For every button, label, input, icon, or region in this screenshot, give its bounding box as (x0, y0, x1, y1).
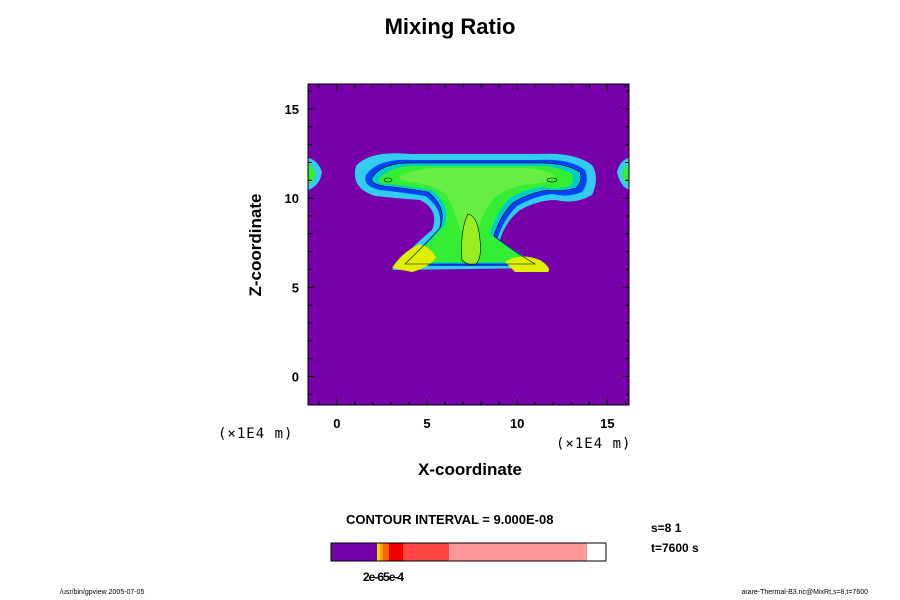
contour-edge-right (617, 158, 629, 190)
x-axis-unit: (×1E4 m) (556, 436, 632, 452)
x-axis-label: X-coordinate (418, 460, 522, 479)
plot-frame (307, 83, 630, 406)
y-tick-label: 0 (292, 369, 299, 384)
contour-field (308, 84, 629, 405)
chart-title: Mixing Ratio (384, 14, 516, 39)
contour-fill-lightgreen (399, 168, 555, 230)
contour-interval: CONTOUR INTERVAL = 9.000E-08 (346, 512, 554, 527)
x-minor-ticks (318, 84, 626, 405)
y-tick-label: 15 (285, 102, 299, 117)
contour-fill-stem (461, 214, 481, 265)
info-s: s=8 1 (651, 521, 682, 535)
y-tick-label: 5 (292, 280, 299, 295)
colorbar-segment (389, 543, 403, 561)
colorbar-segment (331, 543, 377, 561)
y-minor-ticks (308, 90, 629, 395)
x-tick-label: 15 (600, 416, 614, 431)
y-tick-label: 10 (285, 191, 299, 206)
y-axis-label: Z-coordinate (246, 193, 265, 297)
colorbar-segment (449, 543, 587, 561)
contour-edge-left (308, 158, 322, 190)
colorbar-segment (403, 543, 449, 561)
colorbar-frame (330, 542, 607, 562)
colorbar-segment (383, 543, 389, 561)
info-t: t=7600 s (651, 541, 699, 555)
x-tick-label: 0 (333, 416, 340, 431)
colorbar (330, 542, 607, 562)
footer-right: arare-Thermal-B3.nc@MixRt,s=8,t=7600 (741, 589, 868, 596)
y-ticks: 0 5 10 15 (285, 102, 299, 385)
colorbar-segment (377, 543, 380, 561)
colorbar-label: 2e-65e-4 (363, 570, 404, 584)
x-tick-label: 10 (510, 416, 524, 431)
x-tick-label: 5 (423, 416, 430, 431)
y-axis-unit: (×1E4 m) (218, 426, 294, 442)
colorbar-segment (380, 543, 383, 561)
contour-lines (371, 162, 582, 265)
footer-left: /usr/bin/gpview 2005-07-05 (60, 589, 145, 596)
x-ticks: 0 5 10 15 (333, 416, 614, 431)
